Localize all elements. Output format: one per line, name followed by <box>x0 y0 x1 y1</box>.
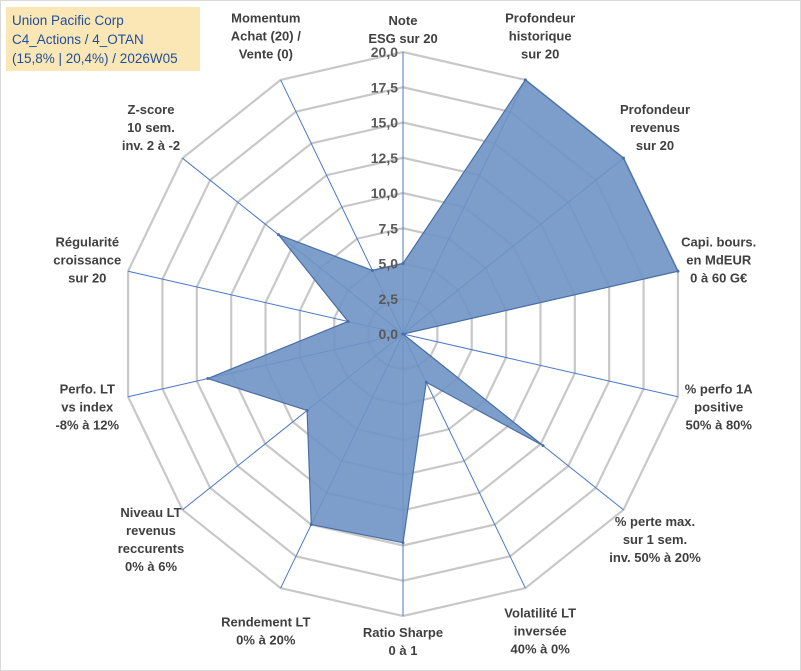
axis-label: Capi. bours. en MdEUR 0 à 60 G€ <box>681 235 756 286</box>
axis-label: Profondeur revenus sur 20 <box>620 102 690 153</box>
axis-label: Ratio Sharpe 0 à 1 <box>363 625 443 658</box>
data-point <box>401 332 405 336</box>
data-point <box>676 269 680 273</box>
tick-label: 7,5 <box>379 220 399 236</box>
data-point <box>401 541 405 545</box>
title-line-company: Union Pacific Corp <box>12 13 124 28</box>
title-line-stats: (15,8% | 20,4%) / 2026W05 <box>12 51 178 66</box>
tick-label: 10,0 <box>371 185 398 201</box>
tick-label: 2,5 <box>379 291 399 307</box>
axis-label: Volatilité LT inversée 40% à 0% <box>504 605 576 656</box>
axis-label: Niveau LT revenus reccurents 0% à 6% <box>118 505 184 574</box>
data-point <box>309 523 313 527</box>
axis-label: % perte max. sur 1 sem. inv. 50% à 20% <box>609 514 701 565</box>
axis-label: Profondeur historique sur 20 <box>505 11 575 62</box>
data-point <box>401 262 405 265</box>
axis-label: Perfo. LT vs index -8% à 12% <box>55 381 119 432</box>
axis-label: % perfo 1A positive 50% à 80% <box>685 381 754 432</box>
data-point <box>424 380 428 384</box>
data-point <box>541 444 545 448</box>
data-point <box>621 156 625 160</box>
axis-label: Note ESG sur 20 <box>368 13 437 46</box>
tick-label: 0,0 <box>379 326 399 342</box>
axis-label: Momentum Achat (20) / Vente (0) <box>231 11 301 62</box>
axis-label: Rendement LT 0% à 20% <box>221 614 310 647</box>
series-area <box>206 79 679 544</box>
tick-label: 5,0 <box>379 256 399 272</box>
data-point <box>276 233 280 237</box>
tick-label: 15,0 <box>371 115 398 131</box>
tick-label: 20,0 <box>371 44 398 60</box>
tick-label: 17,5 <box>371 79 398 95</box>
tick-label: 12,5 <box>371 150 398 166</box>
data-point <box>305 408 309 412</box>
data-point <box>370 268 374 272</box>
data-point <box>346 319 350 323</box>
data-point <box>206 377 210 381</box>
axis-spoke <box>402 333 679 398</box>
title-line-category: C4_Actions / 4_OTAN <box>12 32 144 47</box>
chart-title-box: Union Pacific Corp C4_Actions / 4_OTAN (… <box>6 7 200 71</box>
axis-label: Z-score 10 sem. inv. 2 à -2 <box>122 102 180 153</box>
data-point <box>523 78 527 82</box>
axis-label: Régularité croissance sur 20 <box>53 235 121 286</box>
